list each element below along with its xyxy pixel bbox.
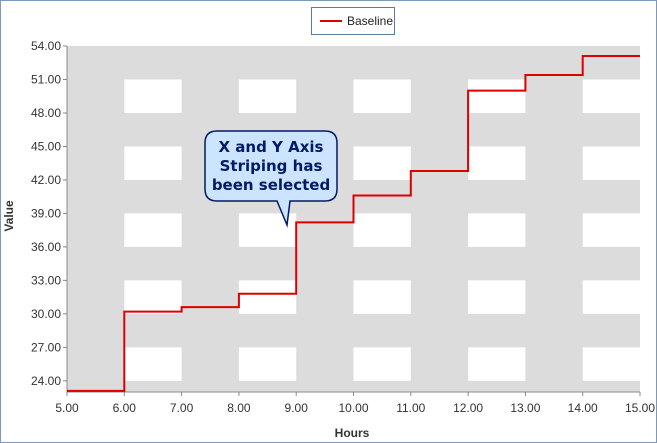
series-layer [67, 55, 640, 392]
y-stripe [67, 313, 640, 348]
x-tick-label: 15.00 [625, 401, 655, 415]
y-tick-label: 39.00 [31, 206, 61, 220]
y-tick-label: 27.00 [31, 340, 61, 354]
y-tick-label: 54.00 [31, 39, 61, 53]
callout: X and Y Axis Striping has been selected [204, 130, 338, 228]
y-tick-label: 24.00 [31, 374, 61, 388]
legend-label-baseline: Baseline [347, 14, 394, 28]
x-tick-label: 12.00 [453, 401, 483, 415]
legend-swatch-baseline [320, 20, 342, 22]
x-tick-label: 9.00 [285, 401, 309, 415]
x-tick-label: 10.00 [338, 401, 368, 415]
x-tick-label: 13.00 [510, 401, 540, 415]
y-tick-label: 33.00 [31, 273, 61, 287]
y-stripe [67, 46, 640, 80]
y-stripe [67, 380, 640, 392]
y-tick-label: 36.00 [31, 240, 61, 254]
callout-bubble [204, 130, 338, 228]
axes-layer [63, 45, 641, 396]
x-tick-label: 7.00 [170, 401, 194, 415]
y-tick-label: 30.00 [31, 307, 61, 321]
y-tick-label: 42.00 [31, 173, 61, 187]
x-axis-title: Hours [335, 426, 370, 440]
series-line-baseline [67, 55, 640, 392]
x-tick-label: 14.00 [568, 401, 598, 415]
x-tick-label: 6.00 [113, 401, 137, 415]
y-tick-label: 45.00 [31, 139, 61, 153]
stripe-layer [67, 46, 640, 392]
legend: Baseline [311, 7, 395, 35]
y-tick-label: 51.00 [31, 72, 61, 86]
y-stripe [67, 246, 640, 281]
callout-line-2: Striping has [220, 157, 323, 175]
x-tick-label: 8.00 [227, 401, 251, 415]
y-stripe [67, 112, 640, 147]
callout-line-1: X and Y Axis [219, 138, 324, 156]
x-tick-label: 11.00 [396, 401, 425, 415]
y-tick-label: 48.00 [31, 106, 61, 120]
y-axis-title: Value [2, 200, 16, 232]
x-tick-label: 5.00 [55, 401, 79, 415]
tick-label-layer: 5.00 6.00 7.00 8.00 9.00 10.00 11.00 12.00 13.00… [31, 39, 655, 415]
callout-line-3: been selected [212, 176, 330, 194]
